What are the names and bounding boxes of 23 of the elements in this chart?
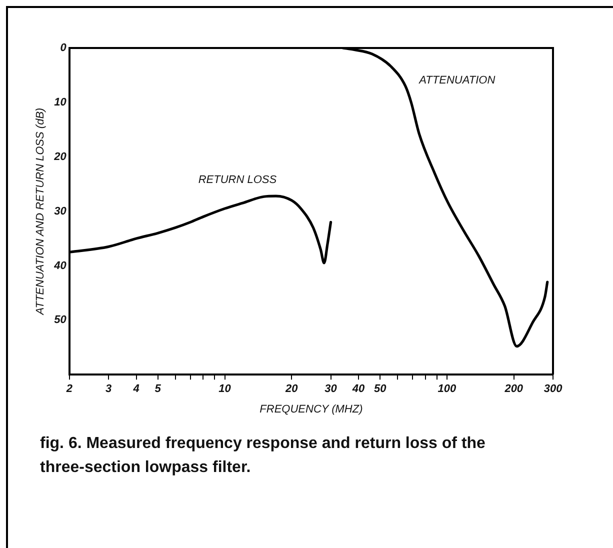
x-tick-label: 100	[438, 383, 458, 396]
y-tick-label: 10	[54, 96, 68, 108]
y-tick-label: 0	[60, 42, 68, 54]
y-tick-label: 40	[53, 260, 68, 272]
series-label: RETURN LOSS	[198, 174, 278, 186]
x-tick-label: 50	[374, 383, 388, 396]
x-tick-label: 2	[65, 383, 72, 396]
x-tick-label: 40	[351, 383, 366, 396]
x-tick-label: 300	[544, 383, 564, 396]
y-axis-title: ATTENUATION AND RETURN LOSS (dB)	[34, 107, 47, 316]
x-tick-label: 20	[284, 383, 299, 396]
text: fig. 6. Measured frequency response and return loss of the three-section lowpass filter.	[40, 434, 486, 478]
y-tick-label: 20	[53, 150, 68, 163]
x-tick-label: 4	[132, 383, 140, 396]
series-label: ATTENUATION	[418, 74, 496, 86]
x-tick-label: 3	[106, 383, 112, 396]
y-tick-label: 50	[54, 314, 68, 326]
x-tick-label: 200	[504, 383, 524, 396]
x-tick-label: 30	[324, 383, 338, 396]
x-tick-label: 10	[218, 383, 232, 396]
x-axis-title: FREQUENCY (MHZ)	[260, 403, 364, 416]
y-tick-label: 30	[54, 205, 68, 218]
x-tick-label: 5	[154, 383, 162, 396]
